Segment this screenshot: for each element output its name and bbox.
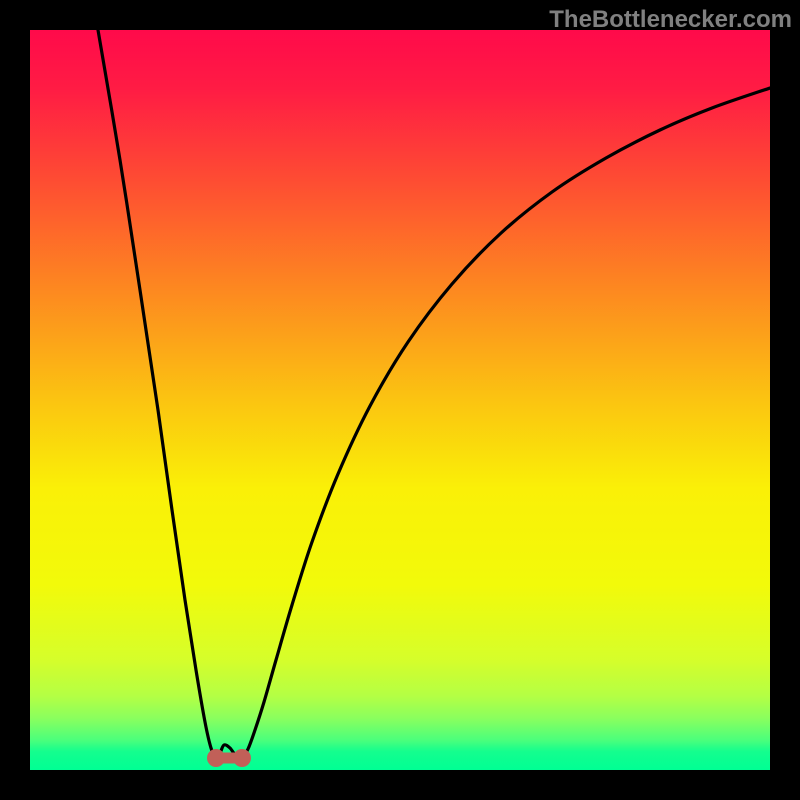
watermark-text: TheBottlenecker.com	[549, 6, 792, 34]
optimum-marker-0	[207, 749, 225, 767]
optimum-marker-1	[233, 749, 251, 767]
chart-svg	[30, 30, 770, 770]
gradient-background	[30, 30, 770, 770]
chart-plot-area	[30, 30, 770, 770]
